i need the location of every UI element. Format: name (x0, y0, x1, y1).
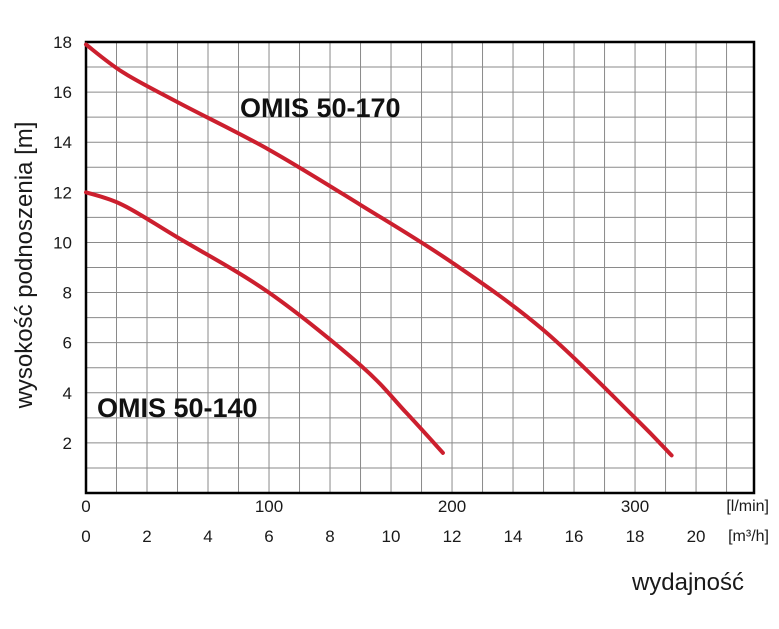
x-tick-label-m3h: 2 (142, 527, 151, 546)
plot-frame (84, 40, 756, 495)
series-line-omis-50-140 (84, 190, 445, 455)
y-tick-label: 10 (53, 233, 72, 252)
x-tick-labels-m3h: 0 2 4 6 8 10 12 14 16 18 20 (81, 527, 705, 546)
x-tick-label-m3h: 10 (382, 527, 401, 546)
y-tick-label: 8 (63, 284, 72, 303)
y-axis-label: wysokość podnoszenia [m] (11, 122, 38, 410)
x-tick-label-lmin: 100 (255, 497, 283, 516)
series-label-omis-50-140: OMIS 50-140 (97, 393, 258, 423)
series-curves (84, 42, 674, 458)
x-axis-label: wydajność (631, 569, 744, 596)
x-tick-label-lmin: 0 (81, 497, 90, 516)
x-tick-label-lmin: 200 (438, 497, 466, 516)
y-tick-label: 12 (53, 183, 72, 202)
y-tick-label: 18 (53, 33, 72, 52)
x-tick-label-m3h: 16 (565, 527, 584, 546)
x-tick-label-m3h: 6 (264, 527, 273, 546)
x-tick-label-m3h: 14 (504, 527, 523, 546)
x-tick-label-lmin: 300 (621, 497, 649, 516)
x-unit-m3h: [m³/h] (728, 528, 769, 545)
series-label-omis-50-170: OMIS 50-170 (240, 93, 401, 123)
y-tick-label: 16 (53, 83, 72, 102)
x-tick-label-m3h: 0 (81, 527, 90, 546)
x-tick-labels-lmin: 0 100 200 300 (81, 497, 649, 516)
y-tick-label: 6 (63, 334, 72, 353)
x-tick-label-m3h: 18 (626, 527, 645, 546)
x-tick-label-m3h: 12 (443, 527, 462, 546)
series-line-omis-50-170 (84, 42, 674, 458)
y-tick-label: 4 (63, 384, 72, 403)
x-tick-label-m3h: 8 (325, 527, 334, 546)
x-tick-label-m3h: 20 (687, 527, 706, 546)
y-tick-label: 14 (53, 133, 72, 152)
x-unit-lmin: [l/min] (726, 498, 769, 515)
y-tick-labels: 2 4 6 8 10 12 14 16 18 (53, 33, 72, 453)
x-tick-label-m3h: 4 (203, 527, 212, 546)
y-tick-label: 2 (63, 434, 72, 453)
